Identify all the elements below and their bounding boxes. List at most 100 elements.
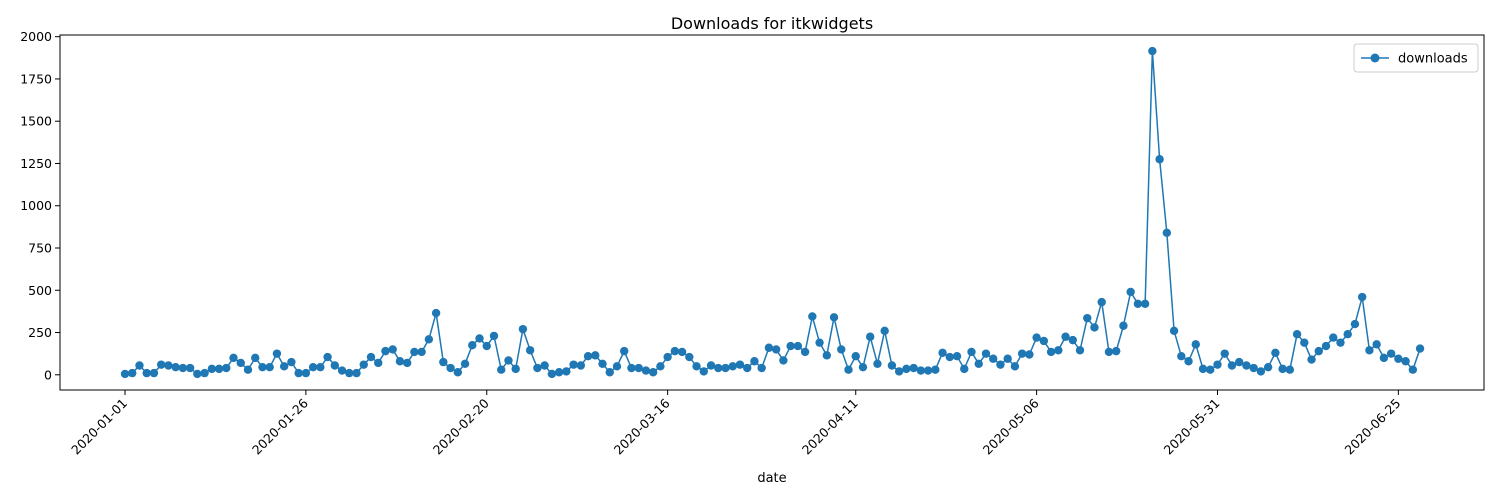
x-tick-label: 2020-01-01 [68, 396, 130, 458]
data-point [402, 358, 412, 368]
data-point [352, 368, 361, 378]
data-point [779, 356, 788, 365]
data-point [1003, 354, 1012, 363]
data-point [475, 334, 484, 343]
data-point [1039, 336, 1049, 346]
data-point [931, 365, 940, 374]
data-point [1061, 332, 1070, 341]
data-point [1119, 321, 1128, 330]
legend-marker-swatch [1370, 53, 1380, 63]
data-point [359, 360, 368, 369]
data-point [1184, 357, 1193, 366]
data-point [511, 364, 520, 374]
data-point [272, 349, 282, 358]
data-point [923, 366, 933, 375]
data-point [808, 312, 817, 321]
data-point [1010, 362, 1020, 371]
data-point [214, 364, 224, 374]
data-point [1090, 323, 1099, 332]
data-point [909, 363, 918, 373]
data-point [1140, 299, 1150, 308]
x-tick-label: 2020-05-31 [1161, 396, 1223, 458]
data-point [815, 338, 824, 347]
data-point [431, 308, 441, 318]
y-tick-label: 1750 [20, 71, 52, 86]
data-point [1379, 353, 1389, 363]
data-point [757, 363, 766, 373]
data-point [1198, 364, 1208, 374]
data-point [771, 345, 781, 354]
data-point [417, 347, 426, 357]
data-point [1177, 351, 1186, 361]
data-point [482, 341, 491, 351]
data-point [641, 366, 651, 375]
data-point [670, 346, 680, 356]
data-point [844, 365, 853, 374]
data-point [648, 368, 658, 377]
data-point [866, 332, 875, 341]
data-point [583, 351, 593, 361]
data-point [562, 367, 571, 376]
data-point [916, 366, 926, 375]
data-point [1329, 333, 1338, 342]
data-point [1350, 319, 1360, 329]
data-point [1068, 335, 1077, 345]
data-point [149, 368, 159, 378]
data-point [1365, 346, 1374, 355]
data-point [837, 345, 846, 354]
data-point [1054, 346, 1063, 355]
data-point [1394, 354, 1403, 363]
data-point [308, 362, 318, 372]
data-point [1415, 344, 1425, 353]
data-point [518, 324, 528, 334]
data-point [902, 364, 911, 374]
data-point [366, 352, 376, 362]
x-tick-label: 2020-01-26 [249, 395, 311, 457]
data-point [685, 352, 694, 362]
data-point [120, 369, 130, 379]
data-point [829, 313, 839, 322]
data-point [446, 363, 455, 373]
data-point [301, 368, 311, 378]
data-point [1372, 340, 1381, 349]
data-point [504, 356, 513, 365]
data-point [171, 362, 180, 372]
data-point [323, 352, 332, 362]
data-point [1343, 330, 1352, 339]
data-point [345, 368, 354, 378]
data-point [316, 362, 325, 372]
data-point [1292, 330, 1302, 339]
data-point [1249, 363, 1258, 373]
chart-title: Downloads for itkwidgets [671, 14, 873, 33]
data-point [251, 353, 260, 363]
data-point [135, 361, 144, 370]
data-point [1256, 367, 1266, 376]
data-point [735, 360, 745, 369]
data-point [258, 362, 267, 372]
legend-label-downloads: downloads [1398, 52, 1468, 67]
y-axis: 0 250 500 750 1000 1250 1500 1750 2000 [20, 29, 60, 382]
x-tick-label: 2020-05-06 [980, 395, 1042, 457]
data-point [858, 362, 868, 372]
data-point [627, 363, 636, 373]
data-point [156, 360, 166, 369]
data-point [750, 357, 759, 366]
legend: downloads [1353, 43, 1479, 73]
data-point [1017, 349, 1027, 358]
data-point [591, 351, 600, 360]
series-line-downloads [124, 50, 1421, 375]
data-point [388, 345, 397, 354]
y-tick-label: 750 [28, 241, 52, 256]
data-point [1075, 346, 1085, 355]
data-point [330, 361, 340, 370]
data-point [1401, 357, 1410, 366]
data-point [620, 346, 629, 356]
data-point [178, 363, 188, 373]
y-tick-label: 1250 [20, 156, 52, 171]
data-point [222, 363, 231, 373]
data-point [1242, 361, 1251, 370]
data-point [1321, 341, 1331, 351]
data-point [692, 362, 701, 371]
data-point [822, 351, 831, 360]
